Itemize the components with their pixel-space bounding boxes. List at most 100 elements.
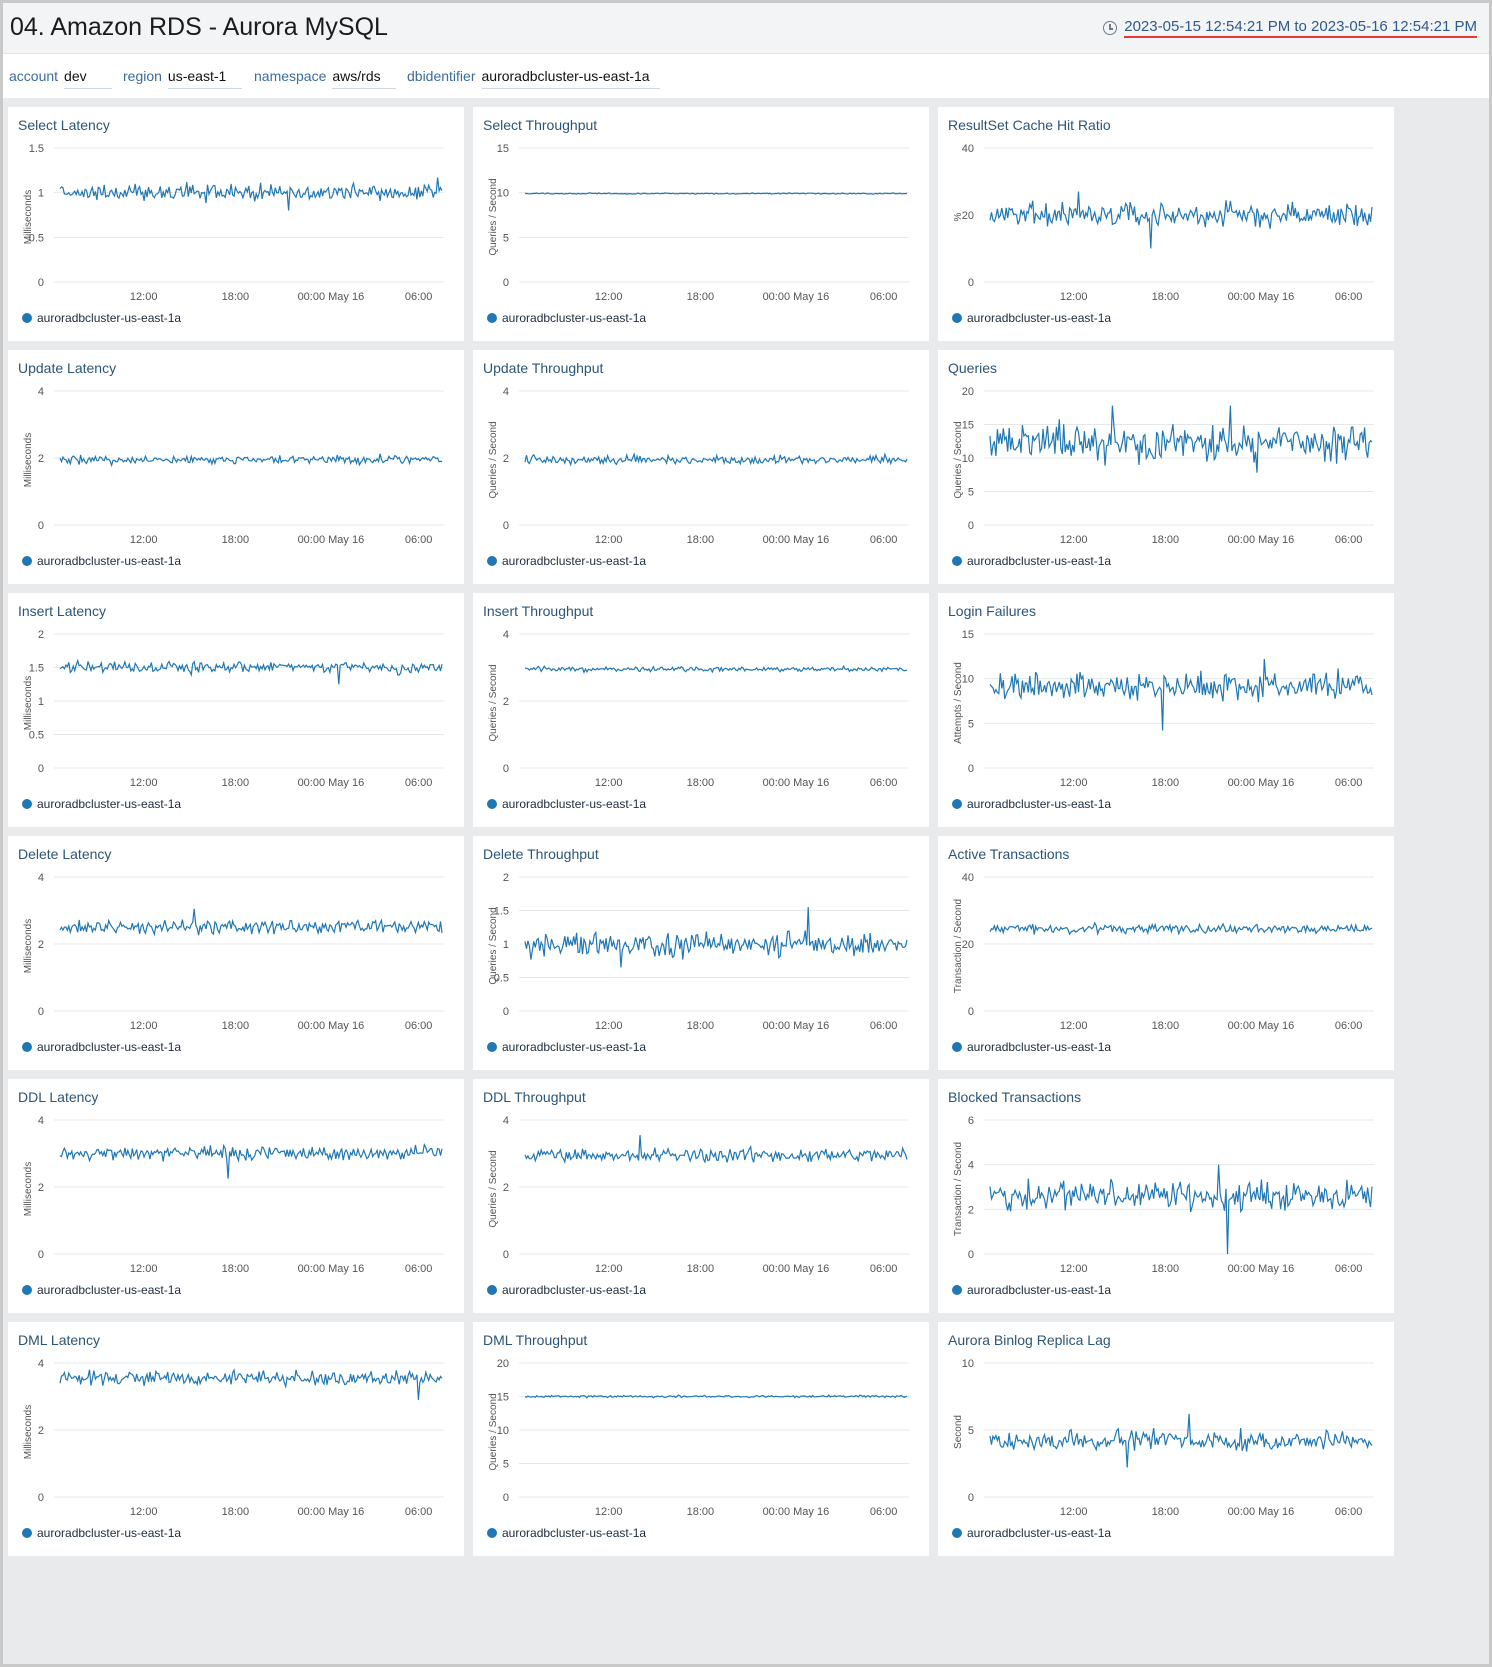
- chart-panel[interactable]: DDL Throughput 0 2 4 Queries / Second 12:00 18…: [473, 1079, 929, 1313]
- chart-legend[interactable]: auroradbcluster-us-east-1a: [952, 554, 1111, 568]
- chart-panel[interactable]: Update Throughput 0 2 4 Queries / Second 12:0…: [473, 350, 929, 584]
- series-line[interactable]: [989, 658, 1373, 731]
- series-line[interactable]: [524, 451, 908, 467]
- chart-panel[interactable]: Select Throughput 0 5 10 15 Queries / Second 1…: [473, 107, 929, 341]
- time-range-text[interactable]: 2023-05-15 12:54:21 PM to 2023-05-16 12:…: [1124, 18, 1477, 38]
- line-chart[interactable]: 0 20 40% 12:00 18:00 00:00 May 16 06:00: [938, 107, 1394, 341]
- filter-value-input[interactable]: dev: [64, 68, 113, 89]
- chart-panel[interactable]: Delete Throughput 0 0.5 1 1.5 2 Queries / Seco…: [473, 836, 929, 1070]
- legend-label: auroradbcluster-us-east-1a: [502, 554, 647, 568]
- line-chart[interactable]: 0 5 10 15 20 Queries / Second 12:00 18:00 00:00 …: [938, 350, 1394, 584]
- chart-legend[interactable]: auroradbcluster-us-east-1a: [22, 1283, 181, 1297]
- filter-dbidentifier[interactable]: dbidentifier auroradbcluster-us-east-1a: [407, 68, 660, 90]
- chart-panel[interactable]: Delete Latency 0 2 4 Milliseconds 12:00 18:00 0…: [8, 836, 464, 1070]
- line-chart[interactable]: 0 5 10 15 Queries / Second 12:00 18:00 00:00 Ma…: [473, 107, 929, 341]
- line-chart[interactable]: 0 2 4 6 Transaction / Second 12:00 18:00 00:00 …: [938, 1079, 1394, 1313]
- chart-legend[interactable]: auroradbcluster-us-east-1a: [487, 1526, 646, 1540]
- series-line[interactable]: [59, 177, 443, 211]
- series-line[interactable]: [989, 405, 1373, 473]
- line-chart[interactable]: 0 0.5 1 1.5 Milliseconds 12:00 18:00 00:00 May …: [8, 107, 464, 341]
- chart-panel[interactable]: Login Failures 0 5 10 15 Attempts / Second 12:…: [938, 593, 1394, 827]
- chart-panel[interactable]: DML Throughput 0 5 10 15 20 Queries / Second 12…: [473, 1322, 929, 1556]
- line-chart[interactable]: 0 0.5 1 1.5 2 Queries / Second 12:00 18:00 00:00…: [473, 836, 929, 1070]
- filter-value-input[interactable]: us-east-1: [167, 68, 242, 89]
- series-line[interactable]: [59, 453, 443, 468]
- chart-legend[interactable]: auroradbcluster-us-east-1a: [22, 1040, 181, 1054]
- line-chart[interactable]: 0 2 4 Milliseconds 12:00 18:00 00:00 May 16 06:…: [8, 1322, 464, 1556]
- chart-legend[interactable]: auroradbcluster-us-east-1a: [487, 797, 646, 811]
- chart-legend[interactable]: auroradbcluster-us-east-1a: [487, 1283, 646, 1297]
- chart-legend[interactable]: auroradbcluster-us-east-1a: [22, 554, 181, 568]
- chart-legend[interactable]: auroradbcluster-us-east-1a: [952, 311, 1111, 325]
- chart-panel[interactable]: Active Transactions 0 20 40 Transaction / Se…: [938, 836, 1394, 1070]
- chart-panel[interactable]: Blocked Transactions 0 2 4 6 Transaction / Se…: [938, 1079, 1394, 1313]
- chart-panel[interactable]: Aurora Binlog Replica Lag 0 5 10 Second 12:00…: [938, 1322, 1394, 1556]
- filter-region[interactable]: region us-east-1: [123, 68, 242, 90]
- chart-panel[interactable]: ResultSet Cache Hit Ratio 0 20 40% 12:00 18:0…: [938, 107, 1394, 341]
- time-range-picker[interactable]: 2023-05-15 12:54:21 PM to 2023-05-16 12:…: [1103, 18, 1477, 38]
- chart-panel[interactable]: DML Latency 0 2 4 Milliseconds 12:00 18:00 00:0…: [8, 1322, 464, 1556]
- filter-value-input[interactable]: auroradbcluster-us-east-1a: [481, 68, 660, 89]
- y-tick-label: 0: [968, 1492, 974, 1504]
- line-chart[interactable]: 0 5 10 15 Attempts / Second 12:00 18:00 00:00 M…: [938, 593, 1394, 827]
- chart-panel[interactable]: Update Latency 0 2 4 Milliseconds 12:00 18:00 0…: [8, 350, 464, 584]
- chart-title: Update Throughput: [483, 360, 604, 376]
- series-line[interactable]: [59, 658, 443, 685]
- line-chart[interactable]: 0 20 40 Transaction / Second 12:00 18:00 00:00…: [938, 836, 1394, 1070]
- series-line[interactable]: [524, 1135, 908, 1165]
- chart-panel[interactable]: Insert Throughput 0 2 4 Queries / Second 12:0…: [473, 593, 929, 827]
- chart-legend[interactable]: auroradbcluster-us-east-1a: [487, 554, 646, 568]
- line-chart[interactable]: 0 2 4 Milliseconds 12:00 18:00 00:00 May 16 06:…: [8, 350, 464, 584]
- series-line[interactable]: [524, 192, 908, 195]
- legend-dot-icon: [22, 1285, 32, 1295]
- filter-value-input[interactable]: aws/rds: [332, 68, 397, 89]
- y-tick-label: 2: [38, 629, 44, 641]
- chart-legend[interactable]: auroradbcluster-us-east-1a: [487, 311, 646, 325]
- chart-panel[interactable]: Insert Latency 0 0.5 1 1.5 2 Milliseconds 12:00…: [8, 593, 464, 827]
- series-line[interactable]: [59, 908, 443, 937]
- chart-legend[interactable]: auroradbcluster-us-east-1a: [22, 311, 181, 325]
- chart-panel[interactable]: Select Latency 0 0.5 1 1.5 Milliseconds 12:00 1…: [8, 107, 464, 341]
- series-line[interactable]: [59, 1368, 443, 1400]
- line-chart[interactable]: 0 5 10 15 20 Queries / Second 12:00 18:00 00:00 …: [473, 1322, 929, 1556]
- chart-legend[interactable]: auroradbcluster-us-east-1a: [22, 797, 181, 811]
- series-line[interactable]: [524, 1394, 908, 1399]
- line-chart[interactable]: 0 2 4 Milliseconds 12:00 18:00 00:00 May 16 06:…: [8, 836, 464, 1070]
- series-line[interactable]: [989, 191, 1373, 249]
- line-chart[interactable]: 0 2 4 Queries / Second 12:00 18:00 00:00 May 1…: [473, 1079, 929, 1313]
- chart-legend[interactable]: auroradbcluster-us-east-1a: [952, 1526, 1111, 1540]
- chart-panel[interactable]: DDL Latency 0 2 4 Milliseconds 12:00 18:00 00:0…: [8, 1079, 464, 1313]
- legend-dot-icon: [952, 556, 962, 566]
- series-line[interactable]: [989, 1413, 1373, 1468]
- chart-legend[interactable]: auroradbcluster-us-east-1a: [952, 797, 1111, 811]
- line-chart[interactable]: 0 2 4 Milliseconds 12:00 18:00 00:00 May 16 06:…: [8, 1079, 464, 1313]
- line-chart[interactable]: 0 2 4 Queries / Second 12:00 18:00 00:00 May 1…: [473, 350, 929, 584]
- x-tick-label: 12:00: [595, 1506, 623, 1518]
- line-chart[interactable]: 0 5 10 Second 12:00 18:00 00:00 May 16 06:00: [938, 1322, 1394, 1556]
- chart-title: Active Transactions: [948, 846, 1070, 862]
- y-tick-label: 0: [503, 1249, 509, 1261]
- x-tick-label: 06:00: [870, 1020, 898, 1032]
- series-line[interactable]: [989, 921, 1373, 937]
- legend-label: auroradbcluster-us-east-1a: [37, 1040, 182, 1054]
- filter-account[interactable]: account dev: [9, 68, 113, 90]
- series-line[interactable]: [989, 1164, 1373, 1255]
- y-tick-label: 5: [503, 1459, 509, 1471]
- line-chart[interactable]: 0 2 4 Queries / Second 12:00 18:00 00:00 May 1…: [473, 593, 929, 827]
- series-line[interactable]: [59, 1142, 443, 1179]
- clock-icon: [1103, 21, 1118, 35]
- chart-legend[interactable]: auroradbcluster-us-east-1a: [487, 1040, 646, 1054]
- chart-panel[interactable]: Queries 0 5 10 15 20 Queries / Second 12:00 18:0…: [938, 350, 1394, 584]
- line-chart[interactable]: 0 0.5 1 1.5 2 Milliseconds 12:00 18:00 00:00 May…: [8, 593, 464, 827]
- filter-label: namespace: [254, 68, 327, 84]
- chart-legend[interactable]: auroradbcluster-us-east-1a: [22, 1526, 181, 1540]
- chart-legend[interactable]: auroradbcluster-us-east-1a: [952, 1283, 1111, 1297]
- chart-legend[interactable]: auroradbcluster-us-east-1a: [952, 1040, 1111, 1054]
- filter-namespace[interactable]: namespace aws/rds: [254, 68, 397, 90]
- x-tick-label: 18:00: [1152, 1263, 1180, 1275]
- x-tick-label: 00:00 May 16: [763, 291, 830, 303]
- page-title: 04. Amazon RDS - Aurora MySQL: [10, 13, 388, 41]
- legend-label: auroradbcluster-us-east-1a: [967, 797, 1112, 811]
- series-line[interactable]: [524, 907, 908, 968]
- series-line[interactable]: [524, 664, 908, 674]
